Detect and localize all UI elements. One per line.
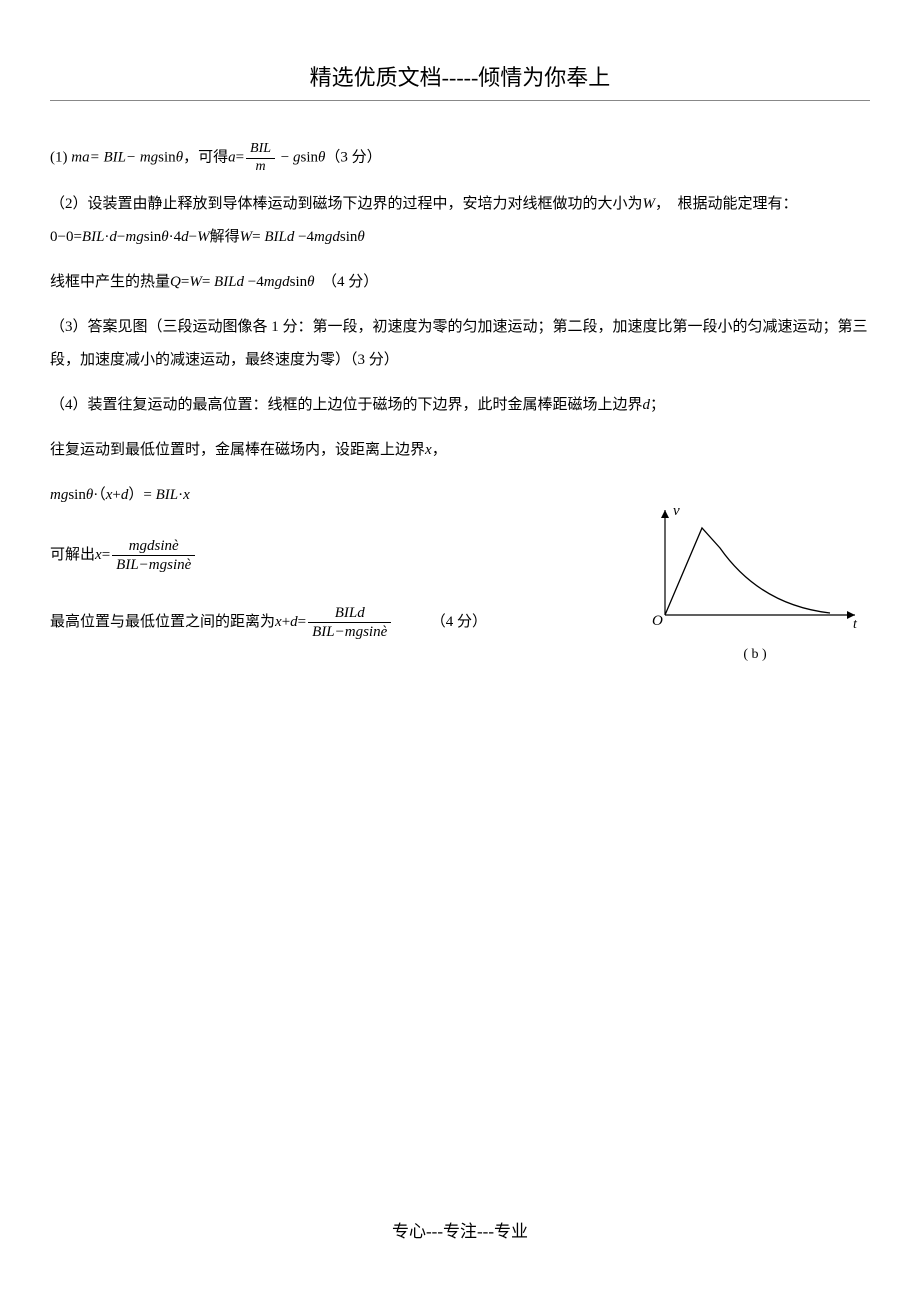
header-divider [50,100,870,101]
p2-mgd: mgd [314,229,340,245]
p3-part1: 线框中产生的热量 [50,274,170,290]
p2-part2: ， 根据动能定理有： [655,196,798,212]
velocity-curve [665,528,830,615]
paragraph-6: 往复运动到最低位置时，金属棒在磁场内，设距离上边界x， [50,434,870,467]
p2-sin2: sin [340,229,358,245]
p2-mg: mg [125,229,143,245]
p9-eq: = [298,606,306,639]
p2-d1: d [109,229,117,245]
p9-x: x [275,606,282,639]
origin-label: O [652,613,663,629]
p9-part1: 最高位置与最低位置之间的距离为 [50,606,275,639]
p2-4: 4 [174,229,182,245]
p7-BIL: BIL [156,487,179,503]
p7-plus: + [112,487,120,503]
p3-eq2: = [202,274,214,290]
p2-part3: −4 [294,229,314,245]
p9-fraction: BILdBIL−mgsinè [308,604,391,641]
p9-frac-den: BIL−mgsinè [308,623,391,641]
paragraph-1: (1) ma= BIL− mgsinθ，可得a=BILm − gsinθ（3 分… [50,141,870,176]
page-header: 精选优质文档-----倾情为你奉上 [50,60,870,92]
p3-W: W [189,274,202,290]
p2-We: W [197,229,210,245]
p3-sin: sin [290,274,308,290]
p1-theta: θ [176,150,183,166]
p9-part2: （4 分） [393,606,487,639]
p6-part1: 往复运动到最低位置时，金属棒在磁场内，设距离上边界 [50,442,425,458]
graph-svg: O v t [640,490,870,650]
paragraph-2: （2）设装置由静止释放到导体棒运动到磁场下边界的过程中，安培力对线框做功的大小为… [50,188,870,254]
x-axis-label: t [853,617,858,632]
p7-x2: x [183,487,190,503]
header-title: 精选优质文档-----倾情为你奉上 [310,65,611,90]
p6-comma: ， [432,442,447,458]
p2-W: W [643,196,656,212]
p9-frac-num: BILd [308,604,391,623]
p2-sin: sin [144,229,162,245]
p1-eq: = [236,150,244,166]
footer-text: 专心---专注---专业 [392,1222,528,1241]
p1-sin: sin [158,150,176,166]
p1-sin2: sin [301,150,319,166]
p2-minus2: − [189,229,197,245]
p3-part3: （4 分） [315,274,379,290]
p2-BIL: BIL [82,229,105,245]
p2-jiede: 解得 [210,229,240,245]
p5-part1: （4）装置往复运动的最高位置：线框的上边位于磁场的下边界，此时金属棒距磁场上边界 [50,397,643,413]
p8-x: x [95,539,102,572]
p5-d: d [643,397,651,413]
p2-theta: θ [161,229,168,245]
y-arrow [661,510,669,518]
p7-sin: sin [68,487,86,503]
p6-x: x [425,442,432,458]
p2-part1: （2）设装置由静止释放到导体棒运动到磁场下边界的过程中，安培力对线框做功的大小为 [50,196,643,212]
p2-eq3: = [252,229,264,245]
p3-mgd: mgd [264,274,290,290]
velocity-time-graph: O v t ( b ) [640,490,870,650]
p4-text: （3）答案见图（三段运动图像各 1 分：第一段，初速度为零的匀加速运动；第二段，… [50,319,868,368]
p9-d: d [290,606,298,639]
p2-d2: d [181,229,189,245]
p1-a: a [228,150,236,166]
p2-eq1: 0−0= [50,229,82,245]
paragraph-4: （3）答案见图（三段运动图像各 1 分：第一段，初速度为零的匀加速运动；第二段，… [50,311,870,377]
p3-part2: −4 [244,274,264,290]
p8-eq: = [102,539,110,572]
p8-frac-num: mgdsinè [112,537,195,556]
y-axis-label: v [673,503,680,519]
p7-mg: mg [50,487,68,503]
p1-fraction: BILm [246,141,275,176]
p3-Q: Q [170,274,181,290]
p8-frac-den: BIL−mgsinè [112,556,195,574]
paragraph-5: （4）装置往复运动的最高位置：线框的上边位于磁场的下边界，此时金属棒距磁场上边界… [50,389,870,422]
p1-eq1: ma= BIL− mg [71,150,158,166]
p7-close: ）= [128,487,155,503]
p1-part3: − [277,150,293,166]
p7-dot: ·（ [93,487,106,503]
p2-theta2: θ [357,229,364,245]
p1-label: (1) [50,150,71,166]
p1-frac-den: m [246,159,275,176]
p3-theta: θ [307,274,314,290]
page-footer: 专心---专注---专业 [0,1217,920,1242]
p9-plus: + [282,606,290,639]
p5-semi: ； [650,397,665,413]
p8-fraction: mgdsinèBIL−mgsinè [112,537,195,574]
p2-BILd: BILd [264,229,294,245]
p1-part4: （3 分） [325,150,381,166]
p8-part1: 可解出 [50,539,95,572]
p1-part2: ，可得 [183,150,228,166]
p3-BILd: BILd [214,274,244,290]
p2-W2: W [240,229,253,245]
p1-frac-num: BIL [246,141,275,159]
p1-g: g [293,150,301,166]
paragraph-3: 线框中产生的热量Q=W= BILd −4mgdsinθ （4 分） [50,266,870,299]
